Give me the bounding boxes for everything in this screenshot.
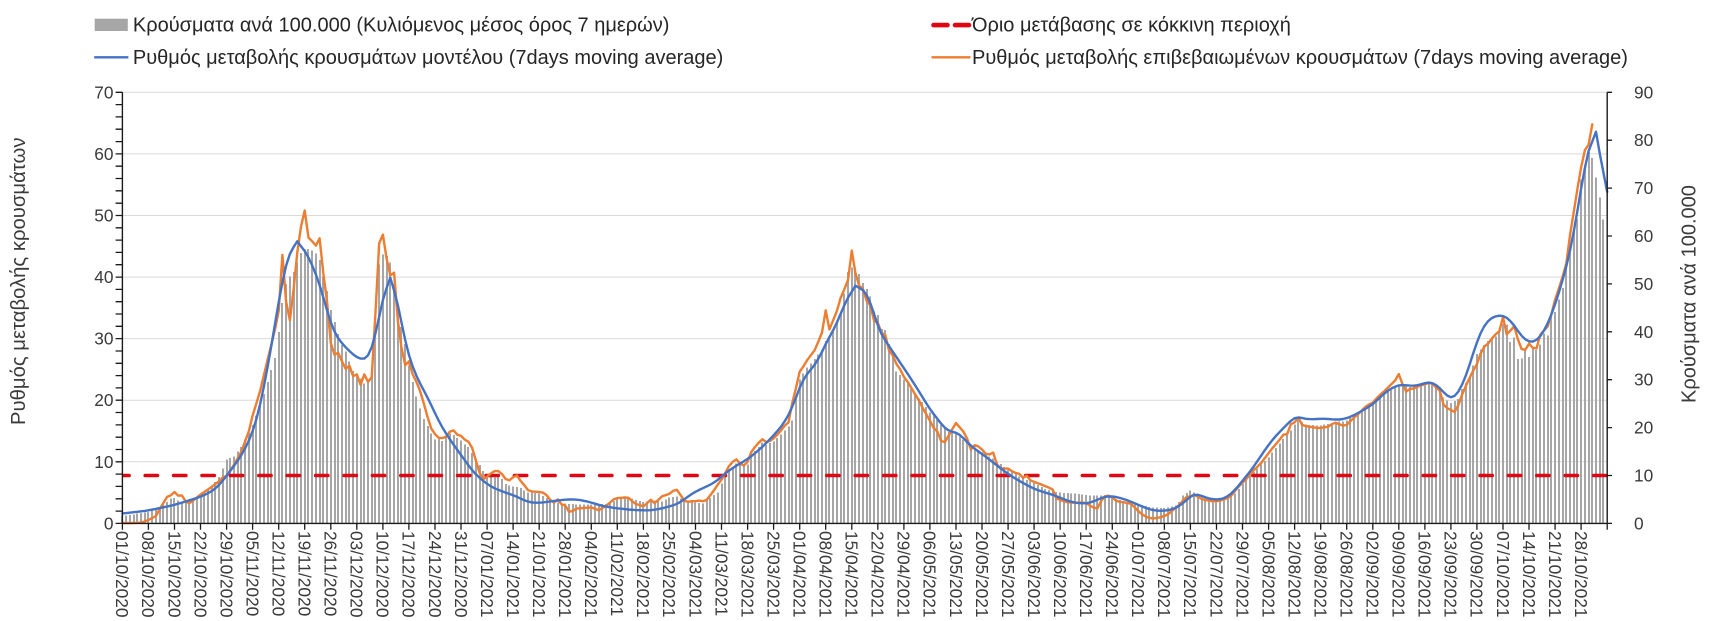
svg-text:17/12/2020: 17/12/2020 [399,531,419,618]
svg-text:30: 30 [94,329,113,349]
svg-text:21/01/2021: 21/01/2021 [529,531,549,618]
svg-text:01/04/2021: 01/04/2021 [790,531,810,618]
svg-text:19/11/2020: 19/11/2020 [295,531,315,616]
svg-text:29/04/2021: 29/04/2021 [894,531,914,618]
svg-text:08/10/2020: 08/10/2020 [138,531,158,618]
svg-text:10/06/2021: 10/06/2021 [1050,531,1070,618]
svg-text:11/03/2021: 11/03/2021 [711,531,731,616]
svg-text:13/05/2021: 13/05/2021 [946,531,966,618]
svg-text:18/02/2021: 18/02/2021 [633,531,653,618]
svg-text:07/10/2021: 07/10/2021 [1493,531,1513,618]
svg-text:26/11/2020: 26/11/2020 [321,531,341,616]
svg-text:06/05/2021: 06/05/2021 [920,531,940,618]
svg-text:20: 20 [1634,418,1653,438]
svg-text:50: 50 [1634,274,1653,294]
svg-text:10: 10 [1634,466,1653,486]
svg-text:15/04/2021: 15/04/2021 [842,531,862,618]
svg-text:05/11/2020: 05/11/2020 [242,531,262,616]
svg-text:30: 30 [1634,370,1653,390]
svg-text:60: 60 [1634,226,1653,246]
svg-text:04/03/2021: 04/03/2021 [685,531,705,618]
svg-text:26/08/2021: 26/08/2021 [1337,531,1357,618]
svg-text:70: 70 [94,82,113,102]
svg-text:29/07/2021: 29/07/2021 [1232,531,1252,618]
svg-text:02/09/2021: 02/09/2021 [1363,531,1383,618]
svg-text:17/06/2021: 17/06/2021 [1076,531,1096,618]
svg-text:03/12/2020: 03/12/2020 [347,531,367,618]
svg-text:18/03/2021: 18/03/2021 [737,531,757,618]
svg-text:19/08/2021: 19/08/2021 [1311,531,1331,618]
svg-text:Κρούσματα ανά 100.000 (Κυλιόμε: Κρούσματα ανά 100.000 (Κυλιόμενος μέσος … [133,15,670,37]
svg-text:28/10/2021: 28/10/2021 [1571,531,1591,618]
svg-text:07/01/2021: 07/01/2021 [477,531,497,618]
svg-text:0: 0 [104,513,114,533]
svg-text:12/11/2020: 12/11/2020 [269,531,289,616]
svg-text:24/12/2020: 24/12/2020 [425,531,445,618]
svg-text:Κρούσματα ανά 100.000: Κρούσματα ανά 100.000 [1679,185,1701,403]
svg-text:15/10/2020: 15/10/2020 [164,531,184,618]
svg-text:14/10/2021: 14/10/2021 [1519,531,1539,618]
svg-text:01/07/2021: 01/07/2021 [1128,531,1148,618]
svg-text:01/10/2020: 01/10/2020 [112,531,132,618]
svg-text:15/07/2021: 15/07/2021 [1180,531,1200,618]
svg-text:16/09/2021: 16/09/2021 [1415,531,1435,618]
svg-text:05/08/2021: 05/08/2021 [1258,531,1278,618]
svg-text:40: 40 [94,267,113,287]
svg-text:24/06/2021: 24/06/2021 [1102,531,1122,618]
svg-text:25/03/2021: 25/03/2021 [763,531,783,618]
svg-text:0: 0 [1634,513,1644,533]
svg-text:70: 70 [1634,178,1653,198]
svg-text:23/09/2021: 23/09/2021 [1441,531,1461,618]
svg-text:50: 50 [94,206,113,226]
svg-text:Ρυθμός μεταβολής κρουσμάτων μο: Ρυθμός μεταβολής κρουσμάτων μοντέλου (7d… [133,47,723,69]
svg-text:40: 40 [1634,322,1653,342]
svg-text:25/02/2021: 25/02/2021 [659,531,679,618]
svg-text:20/05/2021: 20/05/2021 [972,531,992,618]
svg-text:09/09/2021: 09/09/2021 [1389,531,1409,618]
svg-text:04/02/2021: 04/02/2021 [581,531,601,618]
svg-text:12/08/2021: 12/08/2021 [1284,531,1304,618]
svg-text:10: 10 [94,452,113,472]
svg-text:08/04/2021: 08/04/2021 [816,531,836,618]
svg-text:14/01/2021: 14/01/2021 [503,531,523,618]
svg-text:31/12/2020: 31/12/2020 [451,531,471,618]
svg-text:10/12/2020: 10/12/2020 [373,531,393,618]
svg-text:22/04/2021: 22/04/2021 [868,531,888,618]
svg-text:60: 60 [94,144,113,164]
svg-text:11/02/2021: 11/02/2021 [607,531,627,616]
svg-text:30/09/2021: 30/09/2021 [1467,531,1487,618]
svg-text:08/07/2021: 08/07/2021 [1154,531,1174,618]
svg-text:Ρυθμός μεταβολής κρουσμάτων: Ρυθμός μεταβολής κρουσμάτων [8,137,30,425]
svg-text:20: 20 [94,390,113,410]
svg-text:27/05/2021: 27/05/2021 [998,531,1018,618]
svg-text:28/01/2021: 28/01/2021 [555,531,575,618]
svg-text:Όριο μετάβασης σε κόκκινη περι: Όριο μετάβασης σε κόκκινη περιοχή [971,15,1291,37]
svg-text:21/10/2021: 21/10/2021 [1545,531,1565,618]
svg-text:03/06/2021: 03/06/2021 [1024,531,1044,618]
svg-text:22/07/2021: 22/07/2021 [1206,531,1226,618]
svg-text:29/10/2020: 29/10/2020 [216,531,236,618]
svg-text:90: 90 [1634,82,1653,102]
svg-text:22/10/2020: 22/10/2020 [190,531,210,618]
svg-text:Ρυθμός μεταβολής επιβεβαιωμένω: Ρυθμός μεταβολής επιβεβαιωμένων κρουσμάτ… [972,47,1628,69]
svg-text:80: 80 [1634,130,1653,150]
